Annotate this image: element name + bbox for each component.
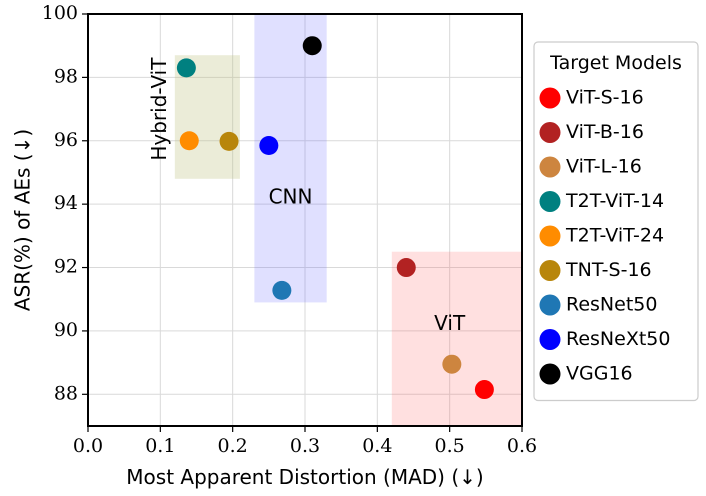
model-family-regions: Hybrid-ViT CNN ViT — [147, 14, 522, 426]
legend-item-vit-s-16: ViT-S-16 — [539, 87, 644, 109]
legend-label: ViT-L-16 — [566, 156, 642, 178]
legend-item-resnet50: ResNet50 — [539, 294, 657, 316]
legend-label: VGG16 — [566, 363, 633, 385]
point-vit-s-16 — [474, 380, 494, 400]
region-cnn-label: CNN — [269, 184, 313, 208]
region-vit-label: ViT — [434, 311, 466, 335]
point-vit-l-16 — [442, 354, 462, 374]
legend-marker — [539, 260, 561, 281]
region-hybrid-vit-label: Hybrid-ViT — [147, 57, 171, 161]
legend-item-vit-b-16: ViT-B-16 — [539, 121, 644, 143]
y-tick-label: 96 — [54, 129, 78, 151]
legend-item-vit-l-16: ViT-L-16 — [539, 156, 642, 178]
y-tick-label: 98 — [54, 65, 78, 87]
x-tick-label: 0.4 — [362, 435, 392, 457]
y-tick-label: 90 — [54, 319, 78, 341]
legend-box — [533, 41, 699, 402]
x-tick-label: 0.6 — [507, 435, 537, 457]
legend-label: ResNeXt50 — [566, 328, 670, 350]
x-tick-label: 0.5 — [435, 435, 465, 457]
region-vit-shading — [391, 251, 522, 426]
region-cnn-shading — [254, 14, 327, 303]
legend-label: TNT-S-16 — [565, 259, 652, 281]
legend-marker — [539, 122, 561, 143]
y-axis-title: ASR(%) of AEs (↓) — [11, 129, 35, 311]
point-vgg16 — [302, 36, 322, 56]
legend-item-t2t-vit-24: T2T-ViT-24 — [539, 225, 664, 247]
legend-marker — [539, 191, 561, 212]
legend-item-t2t-vit-14: T2T-ViT-14 — [539, 190, 664, 212]
x-tick-label: 0.2 — [218, 435, 248, 457]
legend-marker — [539, 156, 561, 178]
axis-ticks: 0.0 0.1 0.2 0.3 0.4 0.5 0.6 88 90 92 94 96 98 100 — [42, 2, 537, 457]
legend-label: T2T-ViT-14 — [565, 190, 664, 212]
legend-item-tnt-s-16: TNT-S-16 — [539, 259, 652, 281]
y-tick-label: 94 — [54, 192, 78, 214]
legend-item-resnext50: ResNeXt50 — [539, 328, 670, 350]
data-points — [176, 36, 494, 400]
point-t2t-vit-24 — [179, 131, 199, 151]
point-t2t-vit-14 — [176, 58, 196, 78]
point-resnext50 — [259, 136, 279, 156]
y-tick-label: 88 — [54, 382, 78, 404]
legend-label: ViT-B-16 — [566, 121, 644, 143]
legend-label: ResNet50 — [566, 294, 657, 316]
legend-label: ViT-S-16 — [566, 87, 644, 109]
x-tick-label: 0.1 — [145, 435, 175, 457]
legend-marker — [539, 329, 561, 350]
x-axis-title: Most Apparent Distortion (MAD) (↓) — [126, 465, 483, 489]
legend-marker — [539, 87, 561, 109]
legend-label: T2T-ViT-24 — [565, 225, 664, 247]
legend-item-vgg16: VGG16 — [539, 363, 633, 385]
legend-title: Target Models — [549, 52, 682, 74]
point-vit-b-16 — [396, 258, 416, 278]
legend-marker — [539, 294, 561, 316]
point-tnt-s-16 — [219, 131, 239, 151]
x-tick-label: 0.0 — [73, 435, 103, 457]
legend-items: ViT-S-16 ViT-B-16 ViT-L-16 T2T-ViT-14 T2T-Vi… — [539, 87, 670, 385]
point-resnet50 — [272, 280, 292, 300]
x-tick-label: 0.3 — [290, 435, 320, 457]
legend-marker — [539, 363, 561, 385]
legend-marker — [539, 225, 561, 247]
legend: Target Models ViT-S-16 ViT-B-16 ViT-L-16 T2… — [533, 41, 699, 402]
y-tick-label: 100 — [42, 2, 78, 24]
y-tick-label: 92 — [54, 256, 78, 278]
